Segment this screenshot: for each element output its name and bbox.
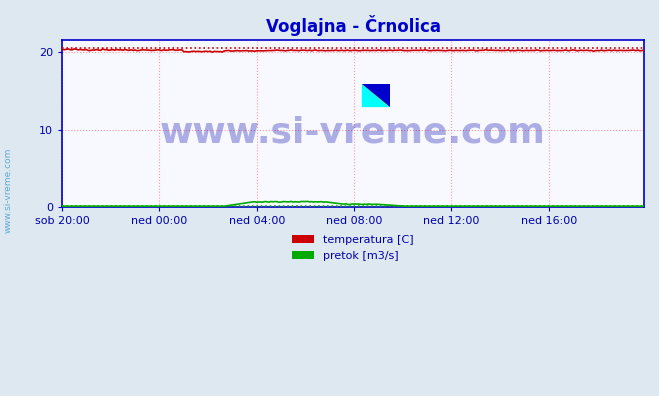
Text: www.si-vreme.com: www.si-vreme.com: [3, 147, 13, 233]
Legend: temperatura [C], pretok [m3/s]: temperatura [C], pretok [m3/s]: [288, 231, 418, 265]
Title: Voglajna - Črnolica: Voglajna - Črnolica: [266, 15, 441, 36]
Polygon shape: [362, 84, 389, 107]
Text: www.si-vreme.com: www.si-vreme.com: [160, 115, 546, 149]
Bar: [362, 84, 389, 107]
Polygon shape: [362, 84, 389, 107]
